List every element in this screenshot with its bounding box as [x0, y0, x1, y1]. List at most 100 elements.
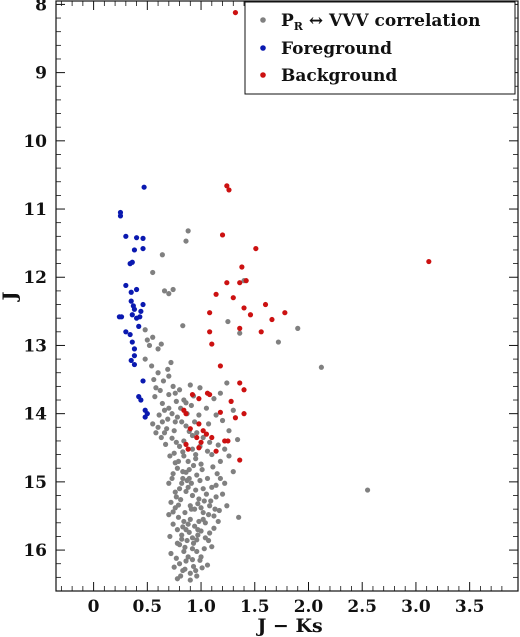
correlation-point — [224, 380, 230, 386]
background-point — [253, 245, 259, 252]
legend-label-correlation: PR ↔ VVV correlation — [281, 11, 480, 33]
correlation-point — [194, 548, 200, 555]
correlation-point — [201, 498, 207, 504]
correlation-point — [173, 555, 179, 561]
foreground-point — [131, 353, 138, 359]
background-point — [243, 278, 249, 284]
x-tick-label: 0 — [88, 597, 100, 617]
correlation-point — [185, 521, 191, 527]
correlation-point — [175, 502, 182, 508]
correlation-point — [156, 412, 162, 418]
correlation-point — [183, 400, 189, 406]
plot-area — [55, 0, 519, 592]
correlation-point — [213, 482, 219, 488]
correlation-point — [176, 486, 183, 492]
correlation-point — [203, 405, 210, 411]
correlation-point — [153, 430, 159, 436]
correlation-point — [201, 546, 207, 552]
correlation-point — [184, 537, 190, 544]
correlation-point — [187, 382, 193, 388]
correlation-point — [176, 443, 183, 449]
background-point — [213, 448, 219, 454]
correlation-point — [179, 480, 185, 486]
background-point — [203, 431, 210, 437]
correlation-point — [169, 435, 175, 441]
correlation-point — [295, 325, 301, 331]
correlation-point — [222, 480, 228, 486]
correlation-point — [167, 533, 173, 540]
correlation-point — [173, 398, 179, 404]
correlation-point — [190, 563, 197, 570]
background-point — [183, 441, 189, 447]
legend: PR ↔ VVV correlation Foreground Backgrou… — [244, 1, 516, 95]
correlation-point — [158, 341, 164, 347]
correlation-point — [187, 516, 193, 522]
y-tick-label: 11 — [23, 200, 47, 220]
correlation-point — [222, 446, 228, 452]
correlation-point — [174, 414, 181, 420]
background-point — [196, 421, 202, 427]
background-point — [269, 316, 275, 323]
background-point — [262, 301, 269, 308]
foreground-point — [131, 346, 138, 352]
background-point — [226, 187, 232, 193]
correlation-point — [188, 402, 194, 409]
foreground-point — [127, 331, 133, 338]
foreground-point — [136, 323, 142, 329]
foreground-point — [118, 314, 125, 320]
correlation-point — [162, 441, 169, 447]
correlation-point — [204, 448, 211, 454]
correlation-point — [166, 405, 172, 411]
correlation-point — [150, 269, 156, 276]
correlation-point — [170, 383, 176, 389]
correlation-point — [142, 327, 148, 333]
correlation-point — [203, 491, 210, 497]
correlation-point — [189, 557, 196, 563]
foreground-point — [137, 314, 143, 320]
background-point — [225, 438, 231, 444]
correlation-point — [180, 449, 186, 455]
correlation-point — [176, 542, 183, 548]
correlation-point — [196, 412, 202, 418]
correlation-point — [161, 288, 168, 294]
correlation-point — [193, 451, 199, 458]
correlation-point — [189, 492, 196, 499]
correlation-point — [209, 451, 215, 458]
correlation-point — [197, 385, 203, 391]
foreground-point — [133, 235, 140, 241]
correlation-point — [230, 469, 236, 475]
correlation-point — [189, 546, 196, 552]
background-point — [237, 457, 243, 463]
background-point — [247, 312, 254, 318]
y-tick-label: 12 — [23, 268, 47, 288]
correlation-point — [152, 394, 158, 400]
correlation-point — [172, 489, 178, 495]
correlation-point — [155, 346, 161, 352]
correlation-point — [142, 356, 148, 362]
correlation-point — [185, 228, 191, 234]
correlation-point — [175, 514, 182, 520]
correlation-point — [155, 370, 161, 376]
foreground-point — [123, 329, 129, 335]
correlation-point — [209, 544, 215, 550]
y-tick-label: 14 — [23, 405, 47, 425]
foreground-point — [129, 312, 135, 318]
x-tick-label: 1.0 — [186, 597, 216, 617]
correlation-point — [204, 562, 211, 568]
correlation-point — [179, 532, 185, 538]
correlation-point — [195, 501, 201, 507]
correlation-point — [179, 536, 185, 542]
correlation-point — [153, 385, 159, 391]
correlation-point — [161, 407, 168, 413]
correlation-point — [219, 491, 226, 497]
background-point — [207, 329, 213, 335]
background-point — [232, 415, 239, 421]
background-point — [213, 291, 219, 297]
correlation-point — [211, 525, 217, 531]
background-point — [217, 409, 223, 415]
foreground-point — [133, 286, 140, 293]
correlation-point — [166, 391, 172, 398]
correlation-point — [211, 513, 217, 519]
correlation-point — [318, 364, 324, 370]
correlation-point — [275, 339, 282, 345]
